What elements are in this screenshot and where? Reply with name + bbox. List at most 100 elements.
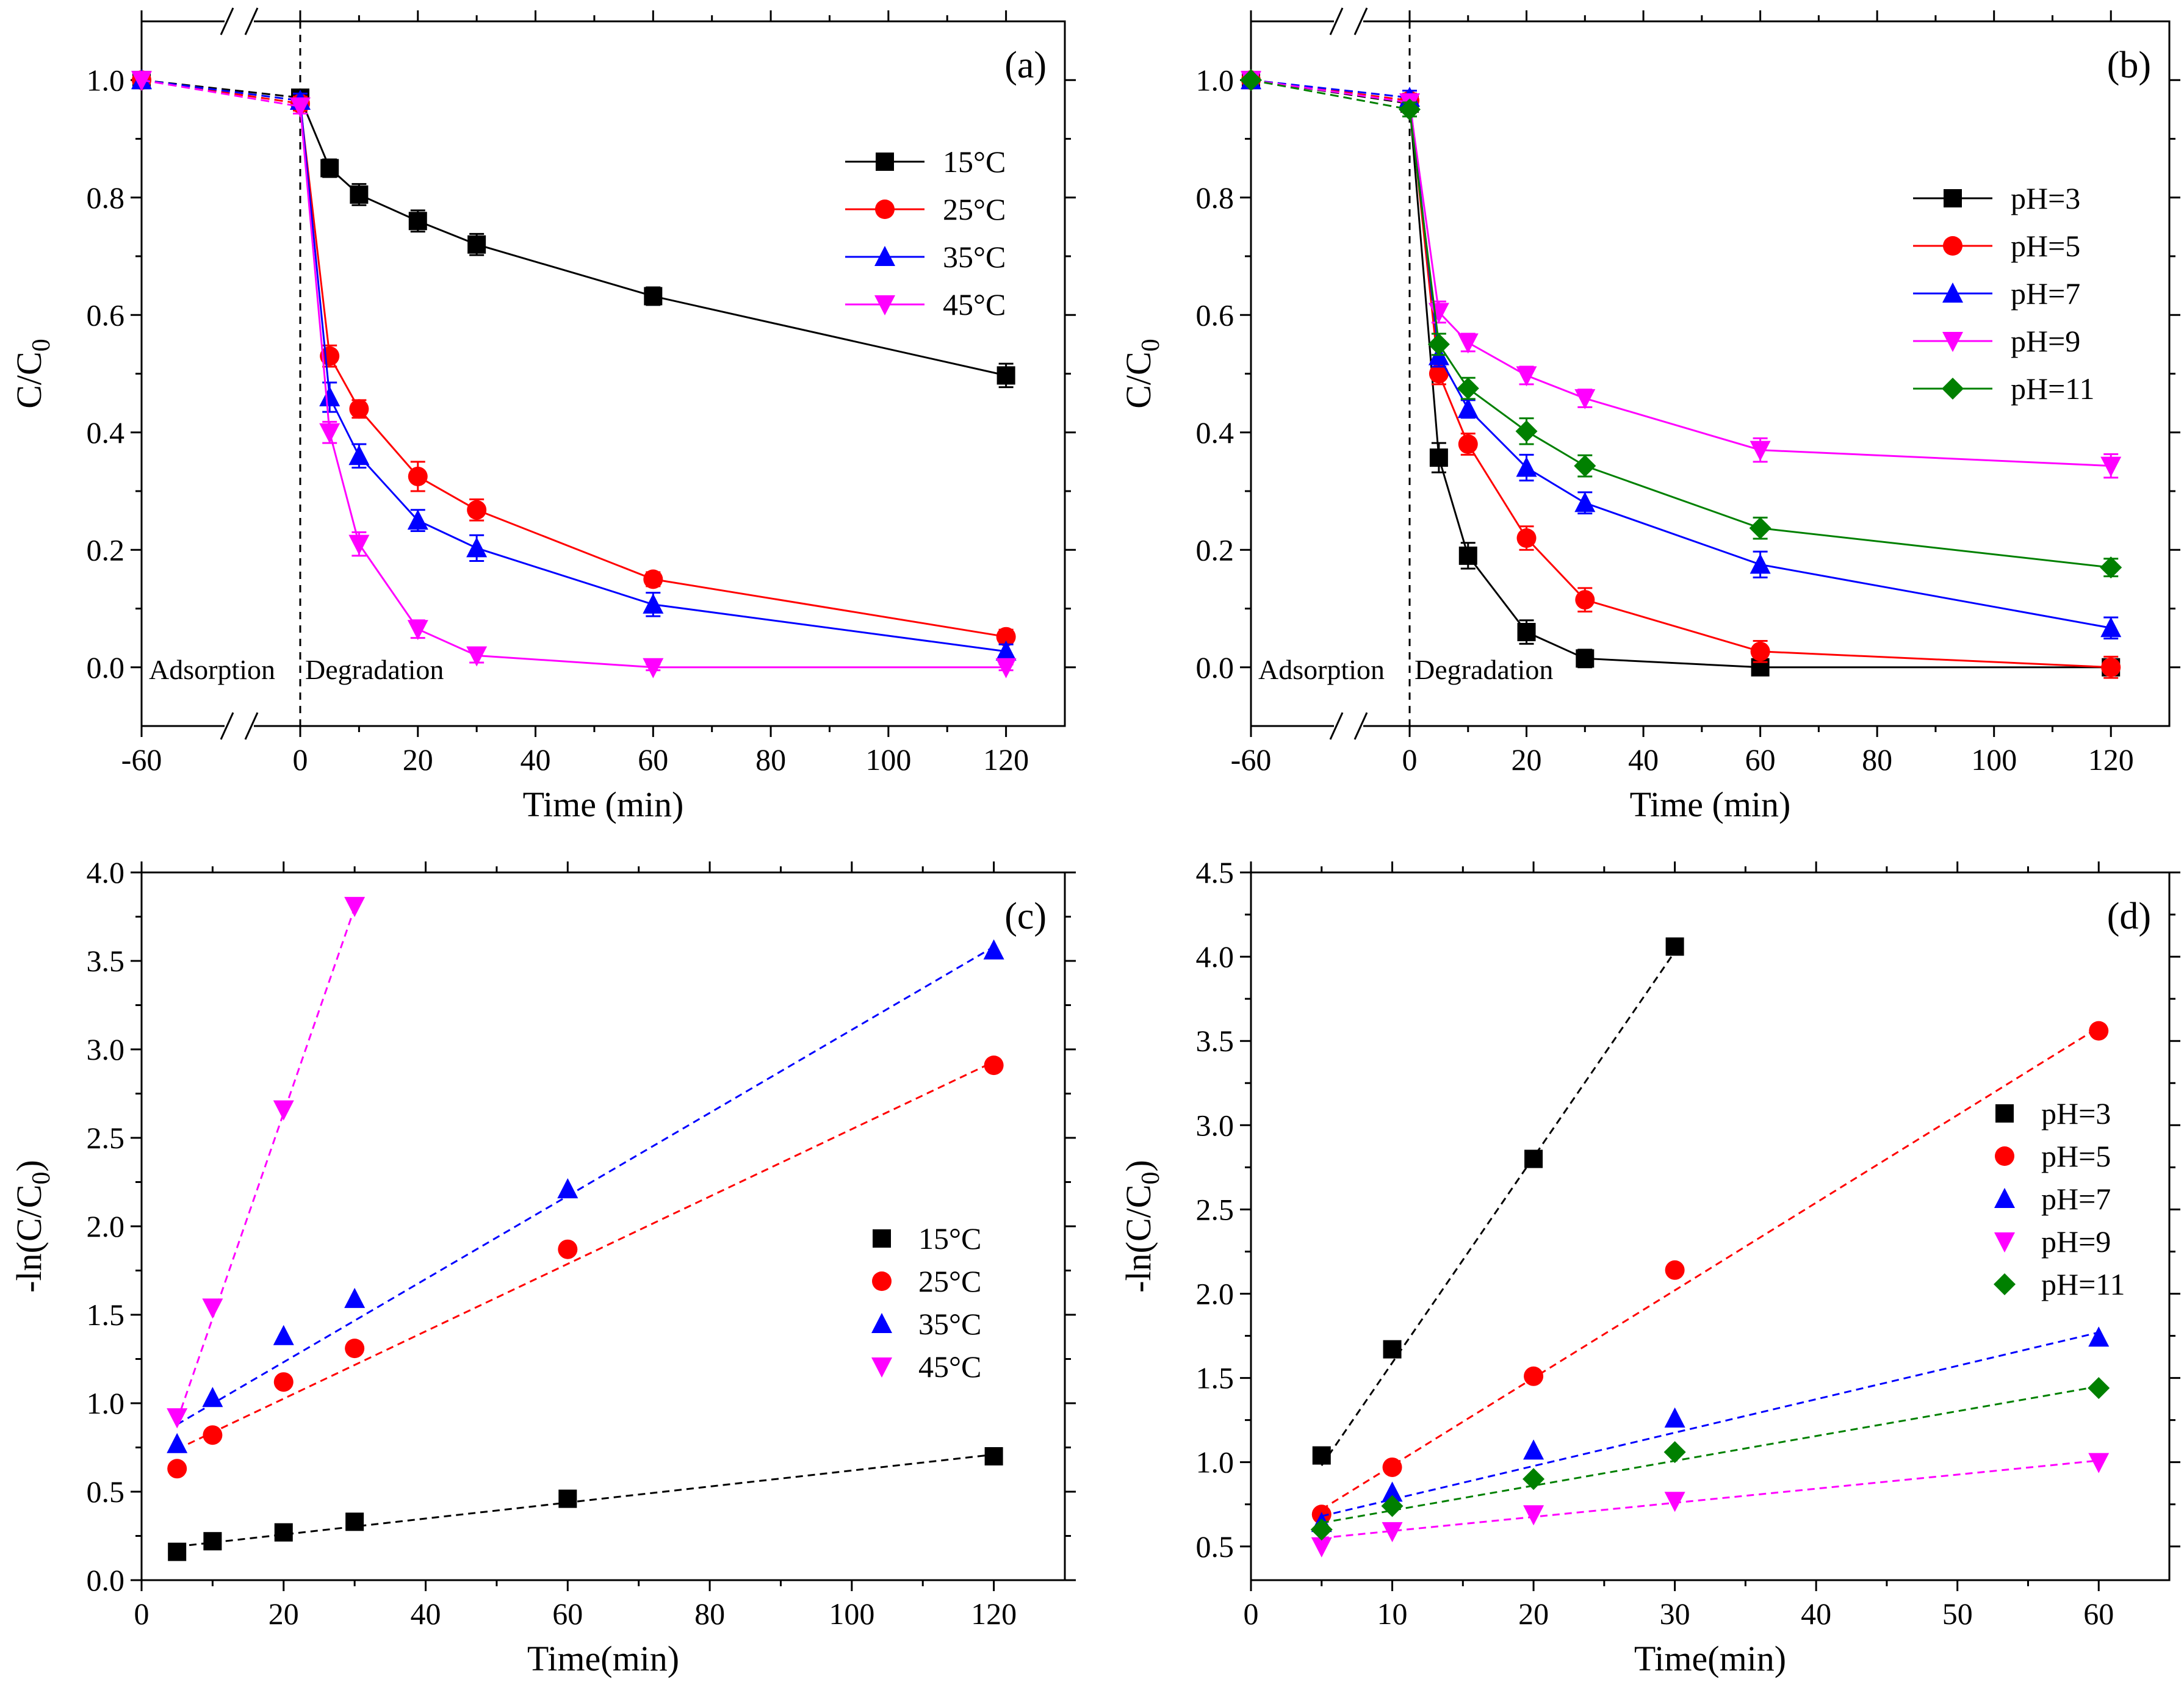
panel-c-series-1-group: [167, 1055, 1004, 1479]
panel-a-series-1-point: [349, 399, 369, 419]
panel-b-series-1-point: [1750, 641, 1770, 661]
panel-a-y-axis-title: C/C0: [9, 339, 56, 409]
panel-a-phase-label-degradation: Degradation: [305, 654, 444, 685]
panel-a-series-0-point: [350, 185, 369, 204]
panel-a-series-2-point: [407, 509, 428, 530]
panel-d-series-2-point: [1664, 1407, 1685, 1428]
panel-b-series-3-point: [1457, 333, 1479, 354]
panel-c-series-1-point: [203, 1425, 223, 1445]
panel-c-x-tick-label: 120: [971, 1597, 1017, 1631]
panel-c-y-axis-title-sub: 0: [27, 1172, 56, 1185]
panel-a-phase-label-adsorption: Adsorption: [149, 654, 275, 685]
panel-a-series-2-point: [466, 537, 488, 558]
panel-a-chart: Adsorption Degradation -60 0 20 40 60 80 100 120 0…: [9, 7, 1076, 824]
panel-b-series-0-point: [1517, 623, 1536, 641]
panel-d-y-tick-label: 3.0: [1196, 1108, 1234, 1142]
panel-c-series-0-group: [168, 1447, 1003, 1561]
panel-c-series-3-point: [167, 1408, 188, 1429]
panel-c-y-tick-label: 4.0: [87, 855, 125, 890]
panel-b-series-3-point: [1574, 389, 1596, 409]
panel-b-axis-break-mark: [1329, 7, 1344, 35]
panel-c-legend-label: 35°C: [918, 1307, 981, 1341]
panel-d-y-axis-title-sub: 0: [1137, 1172, 1165, 1185]
panel-a-x-tick-label: 100: [865, 742, 911, 777]
panel-a-series-3-point: [319, 423, 341, 444]
panel-a-y-tick-label: 0.4: [87, 415, 125, 450]
panel-c-y-axis-title-tail: ): [9, 1160, 49, 1171]
panel-d-legend-label: pH=3: [2041, 1096, 2111, 1131]
panel-c-legend-marker: [871, 1313, 892, 1333]
panel-b-y-tick-label: 1.0: [1196, 63, 1234, 97]
panel-a-x-tick-label: 40: [521, 742, 551, 777]
panel-c-series-3-fit-line: [176, 907, 356, 1422]
panel-b-legend-marker: [1942, 282, 1963, 303]
panel-a-series-0-point: [644, 287, 663, 306]
panel-a-legend: 15°C 25°C 35°C 45°C: [845, 145, 1006, 322]
panel-a-series-0-point: [408, 212, 427, 231]
panel-d-x-axis-title: Time(min): [1634, 1639, 1786, 1678]
panel-b-legend-label: pH=9: [2011, 324, 2080, 358]
panel-a-series-3-point: [348, 534, 370, 555]
panel-b-x-tick-label: 80: [1862, 742, 1892, 777]
panel-d-series-1-point: [2089, 1021, 2109, 1041]
panel-b-series-0-group: [1242, 71, 2121, 677]
panel-c-legend: 15°C 25°C 35°C 45°C: [871, 1221, 981, 1384]
panel-b-legend-marker: [1943, 236, 1962, 256]
panel-c-x-tick-label: 100: [829, 1597, 874, 1631]
panel-c-y-axis-title-main: -ln(C/C: [9, 1185, 49, 1293]
panel-b-series-3-point: [1516, 366, 1537, 387]
panel-a-legend-label: 35°C: [943, 240, 1006, 274]
panel-d-chart: 0 10 20 30 40 50 60 0.5 1.0 1.5 2.0 2.5 3.0 3.5 4.0 4.5…: [1119, 855, 2180, 1678]
panel-c-y-tick-label: 1.0: [87, 1386, 125, 1420]
panel-a-axis-break-mark: [244, 7, 259, 35]
panel-b-series-1-point: [1575, 590, 1595, 610]
panel-d-y-tick-label: 2.5: [1196, 1192, 1234, 1226]
panel-c-legend-marker: [872, 1271, 892, 1291]
panel-c-x-tick-label: 60: [552, 1597, 583, 1631]
panel-b-series-2-point: [1516, 456, 1537, 477]
panel-b-axis-break-mark: [1353, 712, 1368, 740]
panel-d-series-1-point: [1665, 1260, 1685, 1280]
panel-d-series-0-point: [1524, 1149, 1543, 1168]
panel-c-y-tick-label: 2.0: [87, 1209, 125, 1243]
panel-a-panel-tag: (a): [1004, 45, 1047, 86]
panel-a-legend-label: 15°C: [943, 145, 1006, 179]
panel-d-series-0-group: [1312, 937, 1684, 1467]
panel-b-axis-break-mark: [1329, 712, 1344, 740]
panel-b-series-2-point: [1574, 492, 1596, 512]
panel-b-x-tick-label: 100: [1971, 742, 2017, 777]
panel-a-series-3-point: [290, 97, 311, 118]
panel-a-series-3-group: [131, 71, 1017, 678]
panel-c-series-2-point: [557, 1178, 578, 1199]
panel-b-x-tick-label: 60: [1745, 742, 1776, 777]
panel-a-axis-break-mark: [220, 7, 234, 35]
panel-b-series-4-group: [1240, 69, 2122, 579]
panel-d-x-tick-label: 0: [1244, 1597, 1259, 1631]
panel-a-y-tick-label: 0.2: [87, 533, 125, 567]
panel-d-x-tick-label: 50: [1942, 1597, 1973, 1631]
panel-d-series-4-fit-line: [1321, 1385, 2099, 1524]
panel-d-y-axis-title: -ln(C/C0): [1119, 1160, 1165, 1293]
panel-a-legend-label: 45°C: [943, 287, 1006, 322]
panel-d-series-3-point: [1523, 1505, 1544, 1526]
panel-d-x-tick-label: 20: [1518, 1597, 1549, 1631]
panel-d-legend-marker: [1994, 1273, 2016, 1295]
panel-b-series-4-point: [1399, 98, 1421, 121]
panel-c-series-2-point: [344, 1287, 366, 1308]
panel-a-series-3-point: [407, 620, 428, 641]
panel-c-y-axis-title: -ln(C/C0): [9, 1160, 56, 1293]
panel-d-series-1-group: [1311, 1021, 2109, 1525]
panel-d-y-tick-label: 4.0: [1196, 940, 1234, 974]
panel-d-series-4-point: [1523, 1468, 1545, 1490]
panel-b-series-2-point: [1750, 553, 1771, 574]
panel-a-legend-marker: [874, 246, 895, 266]
panel-a-x-tick-label: 120: [983, 742, 1029, 777]
panel-b-axis-break-mark: [1353, 7, 1368, 35]
panel-d-x-tick-label: 60: [2083, 1597, 2114, 1631]
panel-b-series-1-point: [1516, 528, 1537, 548]
panel-a-series-2-point: [995, 640, 1017, 661]
panel-b-series-1-point: [2101, 657, 2121, 677]
panel-a-axis-break-mark: [244, 712, 259, 740]
